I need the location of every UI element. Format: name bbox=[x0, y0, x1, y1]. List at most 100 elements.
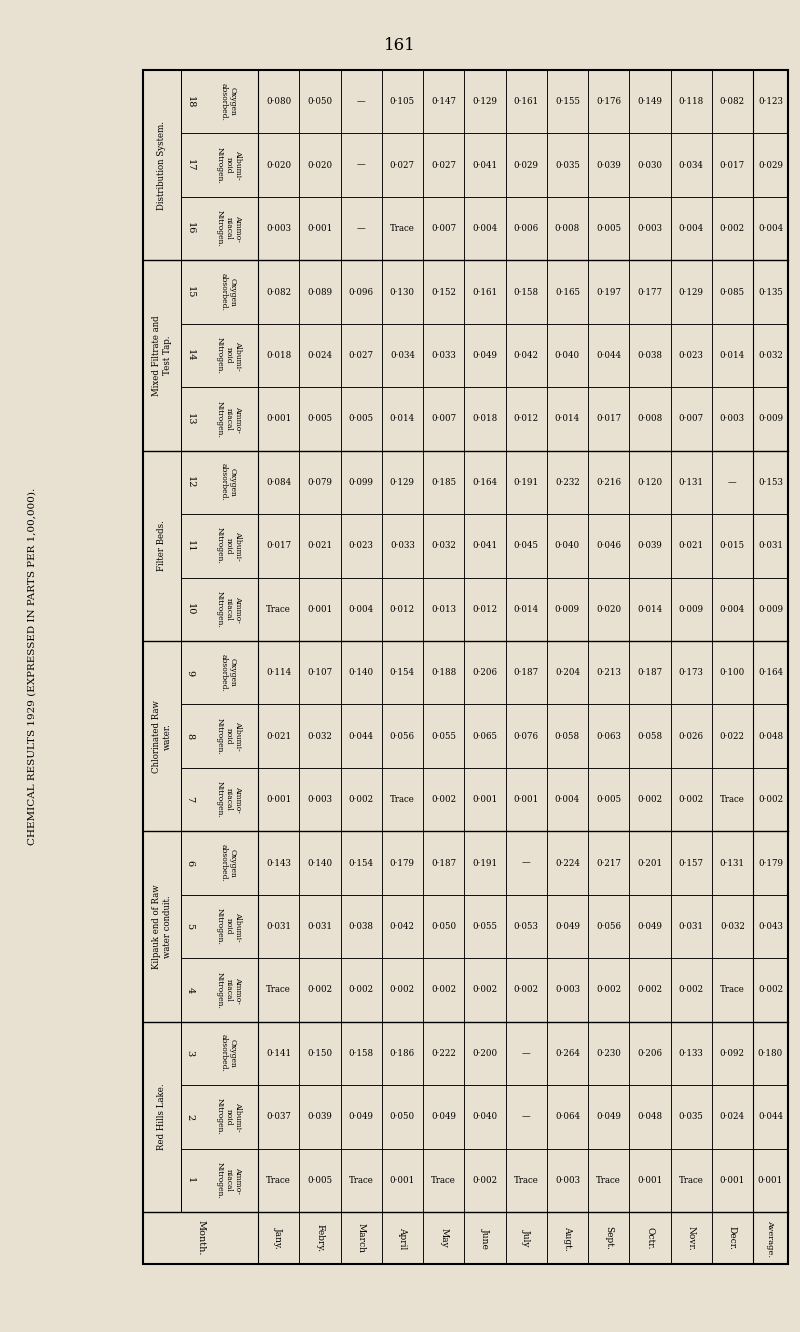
Text: 0·002: 0·002 bbox=[638, 795, 662, 805]
Text: 0·130: 0·130 bbox=[390, 288, 415, 297]
Text: 0·002: 0·002 bbox=[596, 986, 621, 995]
Text: 0·001: 0·001 bbox=[720, 1176, 745, 1184]
Text: 0·129: 0·129 bbox=[678, 288, 704, 297]
Bar bbox=[143, 71, 181, 260]
Text: 0·039: 0·039 bbox=[638, 541, 662, 550]
Text: 0·017: 0·017 bbox=[596, 414, 621, 424]
Bar bbox=[299, 388, 341, 450]
Text: 0·200: 0·200 bbox=[472, 1048, 498, 1058]
Bar bbox=[299, 895, 341, 958]
Bar bbox=[299, 71, 341, 133]
Bar bbox=[670, 1086, 712, 1148]
Text: 0·204: 0·204 bbox=[555, 669, 580, 677]
Text: 0·023: 0·023 bbox=[678, 352, 703, 360]
Text: 0·002: 0·002 bbox=[431, 795, 456, 805]
Text: 0·038: 0·038 bbox=[349, 922, 374, 931]
Text: 0·005: 0·005 bbox=[596, 795, 621, 805]
Text: Trace: Trace bbox=[720, 795, 745, 805]
Text: 0·076: 0·076 bbox=[514, 731, 538, 741]
Text: 0·152: 0·152 bbox=[431, 288, 456, 297]
Bar bbox=[506, 1022, 546, 1086]
Text: 0·186: 0·186 bbox=[390, 1048, 415, 1058]
Text: 0·037: 0·037 bbox=[266, 1112, 291, 1122]
Bar bbox=[712, 1212, 753, 1264]
Bar bbox=[546, 514, 588, 578]
Bar bbox=[712, 958, 753, 1022]
Text: Albumi-
noid
Nitrogen.: Albumi- noid Nitrogen. bbox=[215, 147, 242, 184]
Bar bbox=[258, 578, 299, 641]
Bar bbox=[670, 1022, 712, 1086]
Text: 0·201: 0·201 bbox=[638, 859, 662, 867]
Bar bbox=[506, 578, 546, 641]
Bar bbox=[299, 641, 341, 705]
Bar bbox=[181, 514, 258, 578]
Bar bbox=[753, 1022, 788, 1086]
Bar bbox=[181, 958, 258, 1022]
Bar bbox=[712, 578, 753, 641]
Bar bbox=[143, 641, 181, 831]
Bar bbox=[506, 388, 546, 450]
Text: 0·055: 0·055 bbox=[431, 731, 456, 741]
Bar bbox=[341, 514, 382, 578]
Bar bbox=[423, 324, 464, 388]
Bar bbox=[464, 197, 506, 260]
Bar bbox=[181, 767, 258, 831]
Text: 0·018: 0·018 bbox=[472, 414, 498, 424]
Text: 0·048: 0·048 bbox=[638, 1112, 662, 1122]
Text: 0·039: 0·039 bbox=[596, 161, 621, 169]
Text: 0·040: 0·040 bbox=[472, 1112, 498, 1122]
Bar bbox=[670, 133, 712, 197]
Text: 0·005: 0·005 bbox=[349, 414, 374, 424]
Bar bbox=[670, 767, 712, 831]
Bar bbox=[588, 1212, 630, 1264]
Text: Trace: Trace bbox=[431, 1176, 456, 1184]
Text: 0·100: 0·100 bbox=[720, 669, 745, 677]
Text: Albumi-
noid
Nitrogen.: Albumi- noid Nitrogen. bbox=[215, 1099, 242, 1135]
Text: 0·017: 0·017 bbox=[266, 541, 291, 550]
Text: 0·002: 0·002 bbox=[349, 795, 374, 805]
Text: Month.: Month. bbox=[196, 1220, 205, 1256]
Bar bbox=[506, 514, 546, 578]
Text: Albumi-
noid
Nitrogen.: Albumi- noid Nitrogen. bbox=[215, 527, 242, 565]
Bar bbox=[506, 1086, 546, 1148]
Text: 0·008: 0·008 bbox=[554, 224, 580, 233]
Text: 0·013: 0·013 bbox=[431, 605, 456, 614]
Bar bbox=[181, 831, 258, 895]
Text: Albumi-
noid
Nitrogen.: Albumi- noid Nitrogen. bbox=[215, 908, 242, 944]
Bar bbox=[588, 895, 630, 958]
Text: 0·003: 0·003 bbox=[555, 986, 580, 995]
Bar bbox=[341, 133, 382, 197]
Text: Albumi-
noid
Nitrogen.: Albumi- noid Nitrogen. bbox=[215, 337, 242, 374]
Bar bbox=[546, 895, 588, 958]
Text: 0·002: 0·002 bbox=[720, 224, 745, 233]
Bar bbox=[506, 133, 546, 197]
Text: 0·003: 0·003 bbox=[555, 1176, 580, 1184]
Text: 0·129: 0·129 bbox=[390, 478, 415, 488]
Text: 0·056: 0·056 bbox=[390, 731, 415, 741]
Text: 0·014: 0·014 bbox=[638, 605, 662, 614]
Text: Trace: Trace bbox=[349, 1176, 374, 1184]
Text: 0·135: 0·135 bbox=[758, 288, 783, 297]
Text: Febry.: Febry. bbox=[315, 1224, 324, 1252]
Text: 0·001: 0·001 bbox=[638, 1176, 662, 1184]
Bar bbox=[423, 197, 464, 260]
Text: 0·029: 0·029 bbox=[758, 161, 783, 169]
Text: 5: 5 bbox=[186, 923, 194, 930]
Bar bbox=[299, 767, 341, 831]
Text: 0·092: 0·092 bbox=[720, 1048, 745, 1058]
Bar bbox=[588, 71, 630, 133]
Text: 0·129: 0·129 bbox=[472, 97, 498, 107]
Bar bbox=[546, 1086, 588, 1148]
Bar bbox=[341, 767, 382, 831]
Text: 0·114: 0·114 bbox=[266, 669, 291, 677]
Bar bbox=[143, 71, 788, 1264]
Text: 0·187: 0·187 bbox=[514, 669, 538, 677]
Text: 0·040: 0·040 bbox=[555, 541, 580, 550]
Bar bbox=[143, 1212, 258, 1264]
Bar bbox=[258, 641, 299, 705]
Bar bbox=[670, 324, 712, 388]
Bar bbox=[712, 1022, 753, 1086]
Bar bbox=[630, 767, 670, 831]
Bar bbox=[299, 197, 341, 260]
Text: Oxygen
absorbed.: Oxygen absorbed. bbox=[220, 83, 237, 121]
